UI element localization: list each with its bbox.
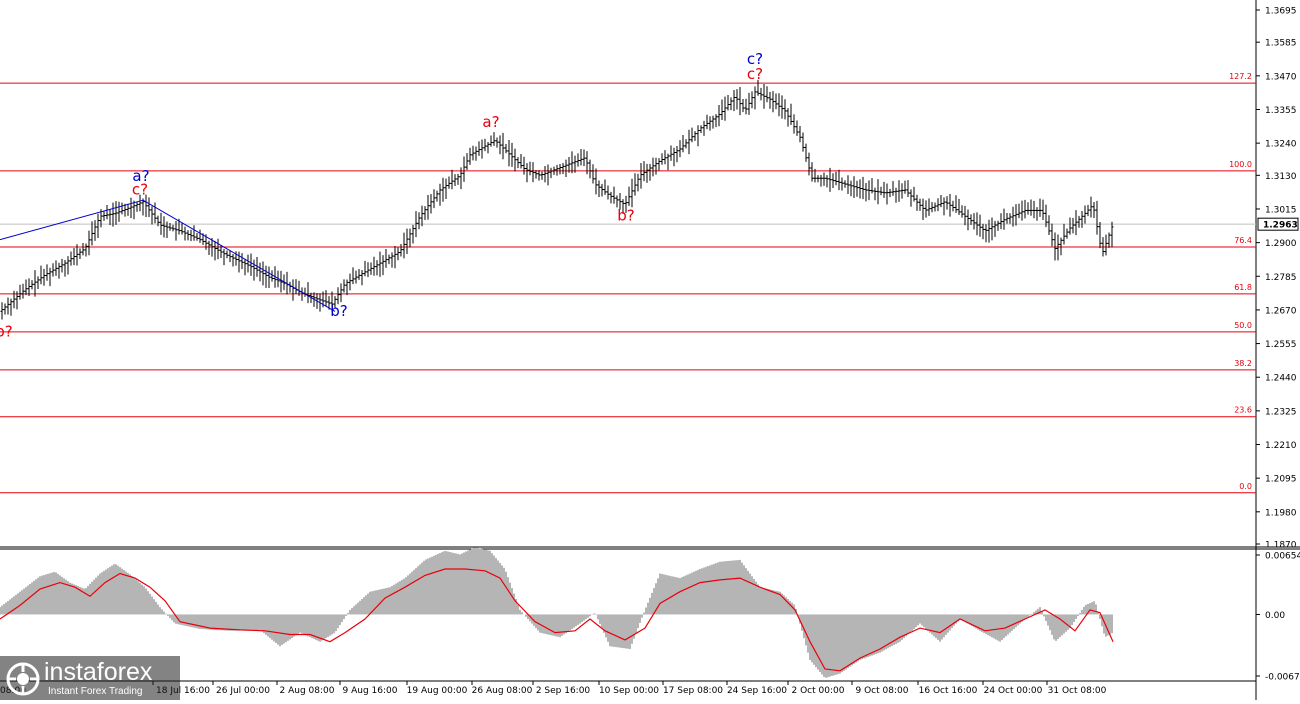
fib-level-label: 76.4 (1234, 236, 1252, 245)
fib-level-label: 50.0 (1234, 321, 1252, 330)
price-tick-label: 1.2555 (1265, 340, 1297, 350)
time-tick-label: 26 Jul 00:00 (216, 686, 270, 696)
wave-label: b? (617, 207, 634, 225)
fib-level-label: 23.6 (1234, 406, 1252, 415)
price-tick-label: 1.3015 (1265, 205, 1297, 215)
fib-level-label: 127.2 (1229, 72, 1252, 81)
price-tick-label: 1.1980 (1265, 508, 1297, 518)
price-tick-label: 1.2210 (1265, 441, 1297, 451)
time-tick-label: 19 Aug 00:00 (407, 686, 468, 696)
time-tick-label: 26 Aug 08:00 (472, 686, 533, 696)
wave-label: b? (0, 322, 13, 340)
wave-label: a? (482, 113, 499, 131)
time-tick-label: 2 Aug 08:00 (280, 686, 335, 696)
price-tick-label: 1.2785 (1265, 273, 1297, 283)
price-tick-label: 1.3240 (1265, 140, 1297, 150)
wave-label: c? (747, 65, 763, 83)
time-tick-label: 24 Oct 00:00 (984, 686, 1043, 696)
fib-level-label: 100.0 (1229, 160, 1252, 169)
instaforex-logo: instaforex Instant Forex Trading (0, 656, 180, 700)
wave-label: c? (747, 50, 763, 68)
price-tick-label: 1.2325 (1265, 407, 1297, 417)
oscillator-tick-label: -0.00677 (1265, 673, 1300, 683)
wave-line (142, 199, 336, 312)
oscillator-tick-label: 0.00 (1265, 611, 1285, 621)
logo-brand-text: instaforex (44, 658, 153, 686)
price-tick-label: 1.2900 (1265, 239, 1297, 249)
price-tick-label: 1.3470 (1265, 72, 1297, 82)
current-price-box (1257, 217, 1299, 231)
time-tick-label: 9 Aug 16:00 (343, 686, 398, 696)
price-tick-label: 1.3695 (1265, 7, 1297, 17)
price-tick-label: 1.2670 (1265, 306, 1297, 316)
current-price-label: 1.2963 (1263, 221, 1298, 231)
time-tick-label: 17 Sep 08:00 (663, 686, 723, 696)
fib-level-label: 38.2 (1234, 359, 1252, 368)
wave-line (0, 199, 144, 241)
price-tick-label: 1.3355 (1265, 106, 1297, 116)
price-tick-label: 1.2440 (1265, 374, 1297, 384)
wave-label: c? (132, 180, 148, 198)
logo-tagline: Instant Forex Trading (48, 686, 143, 697)
time-tick-label: 9 Oct 08:00 (856, 686, 909, 696)
oscillator-signal-line (0, 568, 1114, 672)
logo-icon (6, 662, 40, 696)
price-tick-label: 1.1870 (1265, 541, 1297, 551)
time-tick-label: 16 Oct 16:00 (919, 686, 978, 696)
wave-label: a? (132, 167, 149, 185)
fib-level-label: 61.8 (1234, 283, 1252, 292)
time-tick-label: 10 Sep 00:00 (599, 686, 659, 696)
fib-level-label: 0.0 (1239, 482, 1252, 491)
time-tick-label: 18 Jul 16:00 (156, 686, 210, 696)
price-tick-label: 1.3130 (1265, 172, 1297, 182)
time-tick-label: 31 Oct 08:00 (1048, 686, 1107, 696)
price-tick-label: 1.2095 (1265, 475, 1297, 485)
time-tick-label: 2 Oct 00:00 (792, 686, 845, 696)
time-tick-label: 2 Sep 16:00 (536, 686, 591, 696)
wave-label: b? (330, 302, 347, 320)
oscillator-tick-label: 0.00654 (1265, 552, 1300, 562)
price-tick-label: 1.3585 (1265, 39, 1297, 49)
time-tick-label: 24 Sep 16:00 (727, 686, 787, 696)
